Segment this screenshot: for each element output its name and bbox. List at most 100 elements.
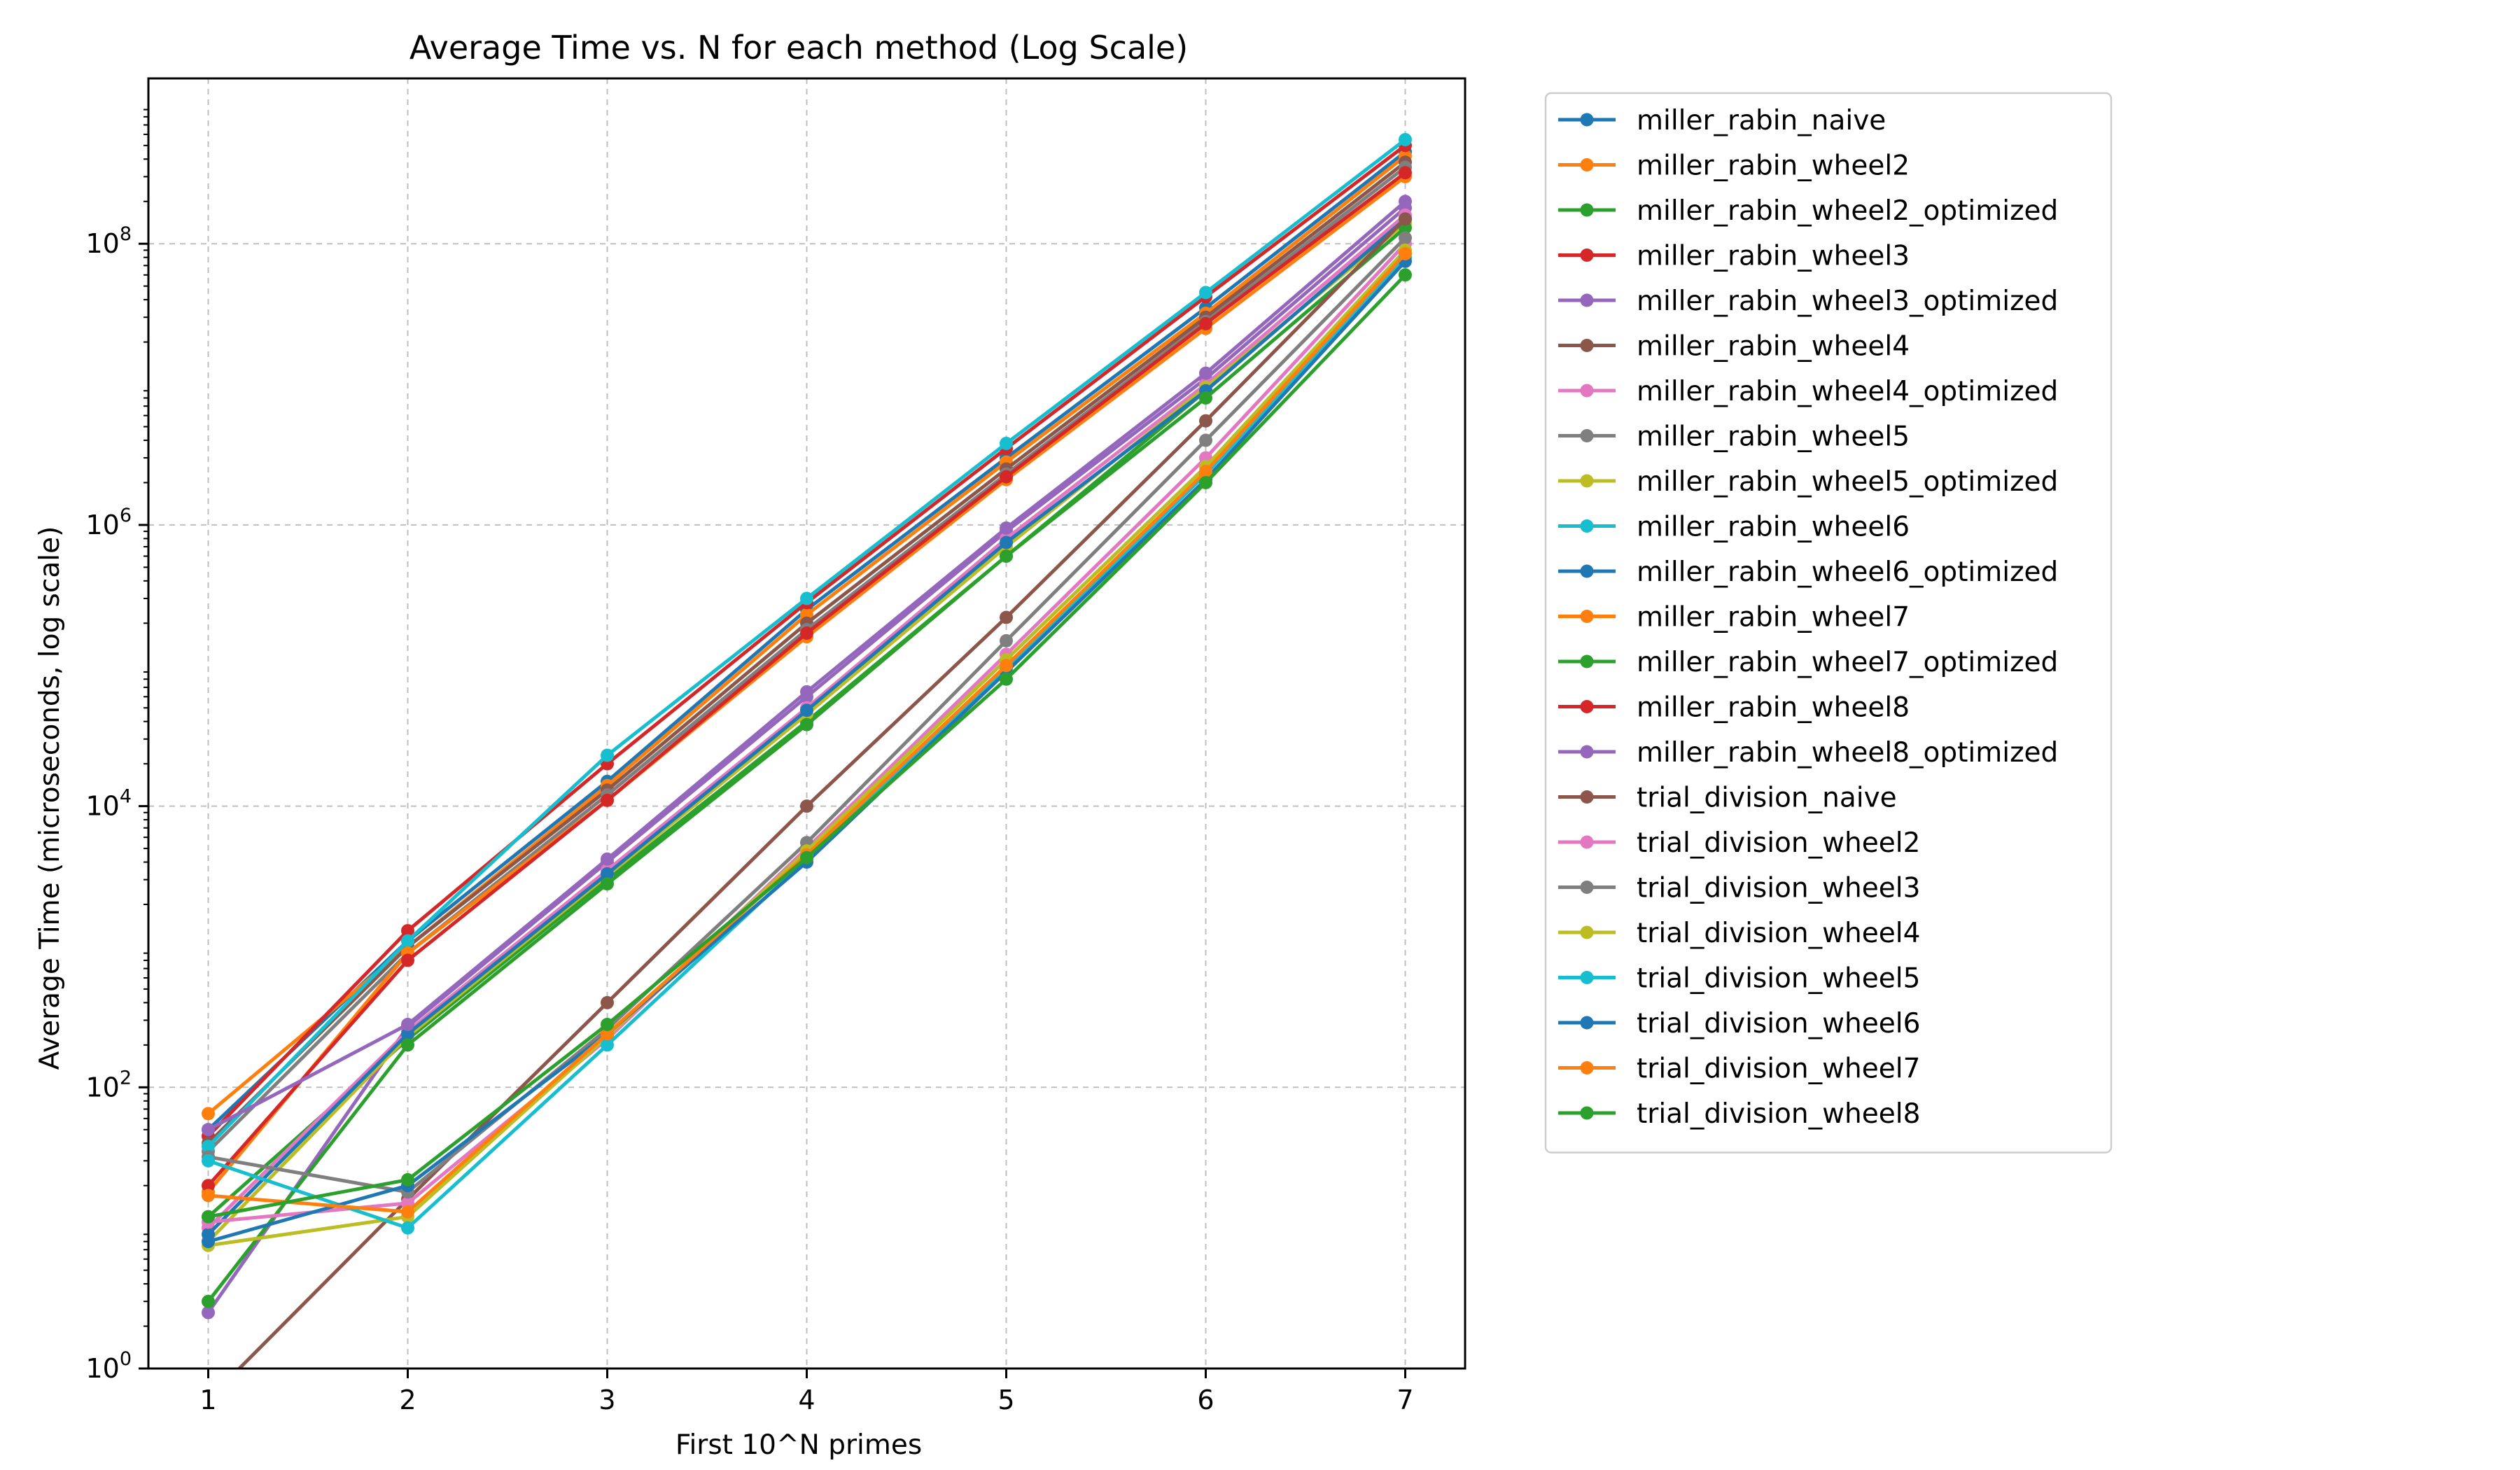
legend-item: miller_rabin_wheel6_optimized xyxy=(1558,556,2058,588)
legend-item: trial_division_naive xyxy=(1558,783,1897,814)
legend-label: trial_division_wheel2 xyxy=(1637,827,1920,859)
x-tick-label: 2 xyxy=(399,1385,416,1415)
data-point xyxy=(1399,231,1412,245)
data-point xyxy=(800,704,813,718)
data-point xyxy=(1000,436,1013,450)
legend-swatch-marker xyxy=(1580,1106,1594,1120)
data-point xyxy=(1000,634,1013,648)
legend-swatch-marker xyxy=(1580,474,1594,488)
axes-layer: 1 2 3 4 5 6 7 100 102 104 106 108 xyxy=(85,77,1466,1415)
series-line xyxy=(206,175,1407,1194)
legend-swatch-marker xyxy=(1580,881,1594,894)
data-point xyxy=(800,850,813,864)
legend-item: miller_rabin_wheel5_optimized xyxy=(1558,466,2058,498)
legend-label: miller_rabin_wheel4_optimized xyxy=(1637,376,2058,407)
series-miller_rabin_wheel8 xyxy=(202,166,1412,1193)
y-tick-label: 106 xyxy=(85,505,132,540)
legend-item: miller_rabin_wheel2 xyxy=(1558,150,1910,182)
legend-label: miller_rabin_wheel7_optimized xyxy=(1637,647,2058,678)
legend-item: miller_rabin_wheel3 xyxy=(1558,241,1910,272)
y-tick-label: 102 xyxy=(85,1067,132,1102)
y-axis-title: Average Time (microseconds, log scale) xyxy=(34,526,66,1070)
data-point xyxy=(1199,465,1212,479)
legend-label: miller_rabin_wheel2 xyxy=(1637,150,1910,182)
data-point xyxy=(1399,133,1412,147)
data-point xyxy=(800,718,813,732)
x-tick-label: 5 xyxy=(997,1385,1014,1415)
data-point xyxy=(401,1017,414,1031)
legend-swatch-marker xyxy=(1580,610,1594,623)
legend-item: trial_division_wheel8 xyxy=(1558,1098,1920,1130)
legend-item: trial_division_wheel7 xyxy=(1558,1054,1920,1085)
legend-label: trial_division_wheel5 xyxy=(1637,963,1920,995)
legend-label: miller_rabin_wheel5 xyxy=(1637,421,1910,453)
legend-item: trial_division_wheel2 xyxy=(1558,827,1920,859)
legend-swatch-marker xyxy=(1580,745,1594,759)
x-axis-title: First 10^N primes xyxy=(676,1429,922,1461)
data-point xyxy=(202,1189,215,1203)
legend-label: trial_division_wheel6 xyxy=(1637,1008,1920,1040)
data-point xyxy=(1199,414,1212,428)
data-point xyxy=(1000,470,1013,484)
data-point xyxy=(1399,166,1412,180)
legend-swatch-marker xyxy=(1580,1061,1594,1074)
legend-swatch-marker xyxy=(1580,971,1594,984)
data-point xyxy=(401,1172,414,1186)
legend-swatch-marker xyxy=(1580,158,1594,172)
data-point xyxy=(601,1017,614,1031)
data-point xyxy=(401,934,414,948)
legend-label: miller_rabin_wheel8 xyxy=(1637,692,1910,724)
legend-swatch-marker xyxy=(1580,654,1594,668)
legend-swatch-marker xyxy=(1580,248,1594,262)
data-point xyxy=(202,1154,215,1168)
data-point xyxy=(1000,521,1013,535)
data-point xyxy=(202,1123,215,1137)
series-layer xyxy=(202,133,1412,1368)
legend-item: miller_rabin_wheel8 xyxy=(1558,692,1910,724)
legend-item: miller_rabin_wheel3_optimized xyxy=(1558,286,2058,317)
x-tick-label: 1 xyxy=(200,1385,216,1415)
legend-item: miller_rabin_wheel6 xyxy=(1558,512,1910,543)
data-point xyxy=(202,1294,215,1308)
legend-swatch-marker xyxy=(1580,564,1594,578)
legend-label: miller_rabin_wheel3_optimized xyxy=(1637,286,2058,317)
series-miller_rabin_wheel6 xyxy=(202,133,1412,1154)
data-point xyxy=(1000,672,1013,686)
legend-swatch-marker xyxy=(1580,429,1594,442)
legend-label: miller_rabin_wheel7 xyxy=(1637,602,1910,634)
y-tick-label: 104 xyxy=(85,786,132,822)
legend-item: trial_division_wheel5 xyxy=(1558,963,1920,995)
data-point xyxy=(1399,268,1412,282)
data-point xyxy=(800,626,813,640)
y-tick-label: 100 xyxy=(85,1348,132,1384)
data-point xyxy=(601,748,614,762)
legend-swatch-marker xyxy=(1580,519,1594,533)
y-tick-label: 108 xyxy=(85,223,132,259)
data-point xyxy=(1399,195,1412,209)
series-line xyxy=(207,200,1407,1132)
data-point xyxy=(601,793,614,807)
data-point xyxy=(601,877,614,891)
data-point xyxy=(202,1210,215,1224)
legend-swatch-marker xyxy=(1580,203,1594,217)
data-point xyxy=(401,1038,414,1052)
data-point xyxy=(601,1038,614,1052)
data-point xyxy=(1199,286,1212,300)
data-point xyxy=(601,1027,614,1041)
legend-label: miller_rabin_naive xyxy=(1637,105,1886,136)
legend-item: miller_rabin_wheel7 xyxy=(1558,602,1910,634)
legend-item: miller_rabin_wheel2_optimized xyxy=(1558,195,2058,227)
legend-item: trial_division_wheel3 xyxy=(1558,873,1920,904)
data-point xyxy=(1399,246,1412,260)
legend-item: miller_rabin_wheel7_optimized xyxy=(1558,647,2058,678)
legend-item: miller_rabin_wheel4_optimized xyxy=(1558,376,2058,407)
data-point xyxy=(601,852,614,866)
data-point xyxy=(202,1179,215,1193)
legend-item: trial_division_wheel4 xyxy=(1558,918,1920,949)
data-point xyxy=(401,924,414,938)
legend-label: trial_division_wheel4 xyxy=(1637,918,1920,949)
data-point xyxy=(1000,610,1013,624)
legend-swatch-marker xyxy=(1580,790,1594,804)
legend-label: trial_division_wheel3 xyxy=(1637,873,1920,904)
